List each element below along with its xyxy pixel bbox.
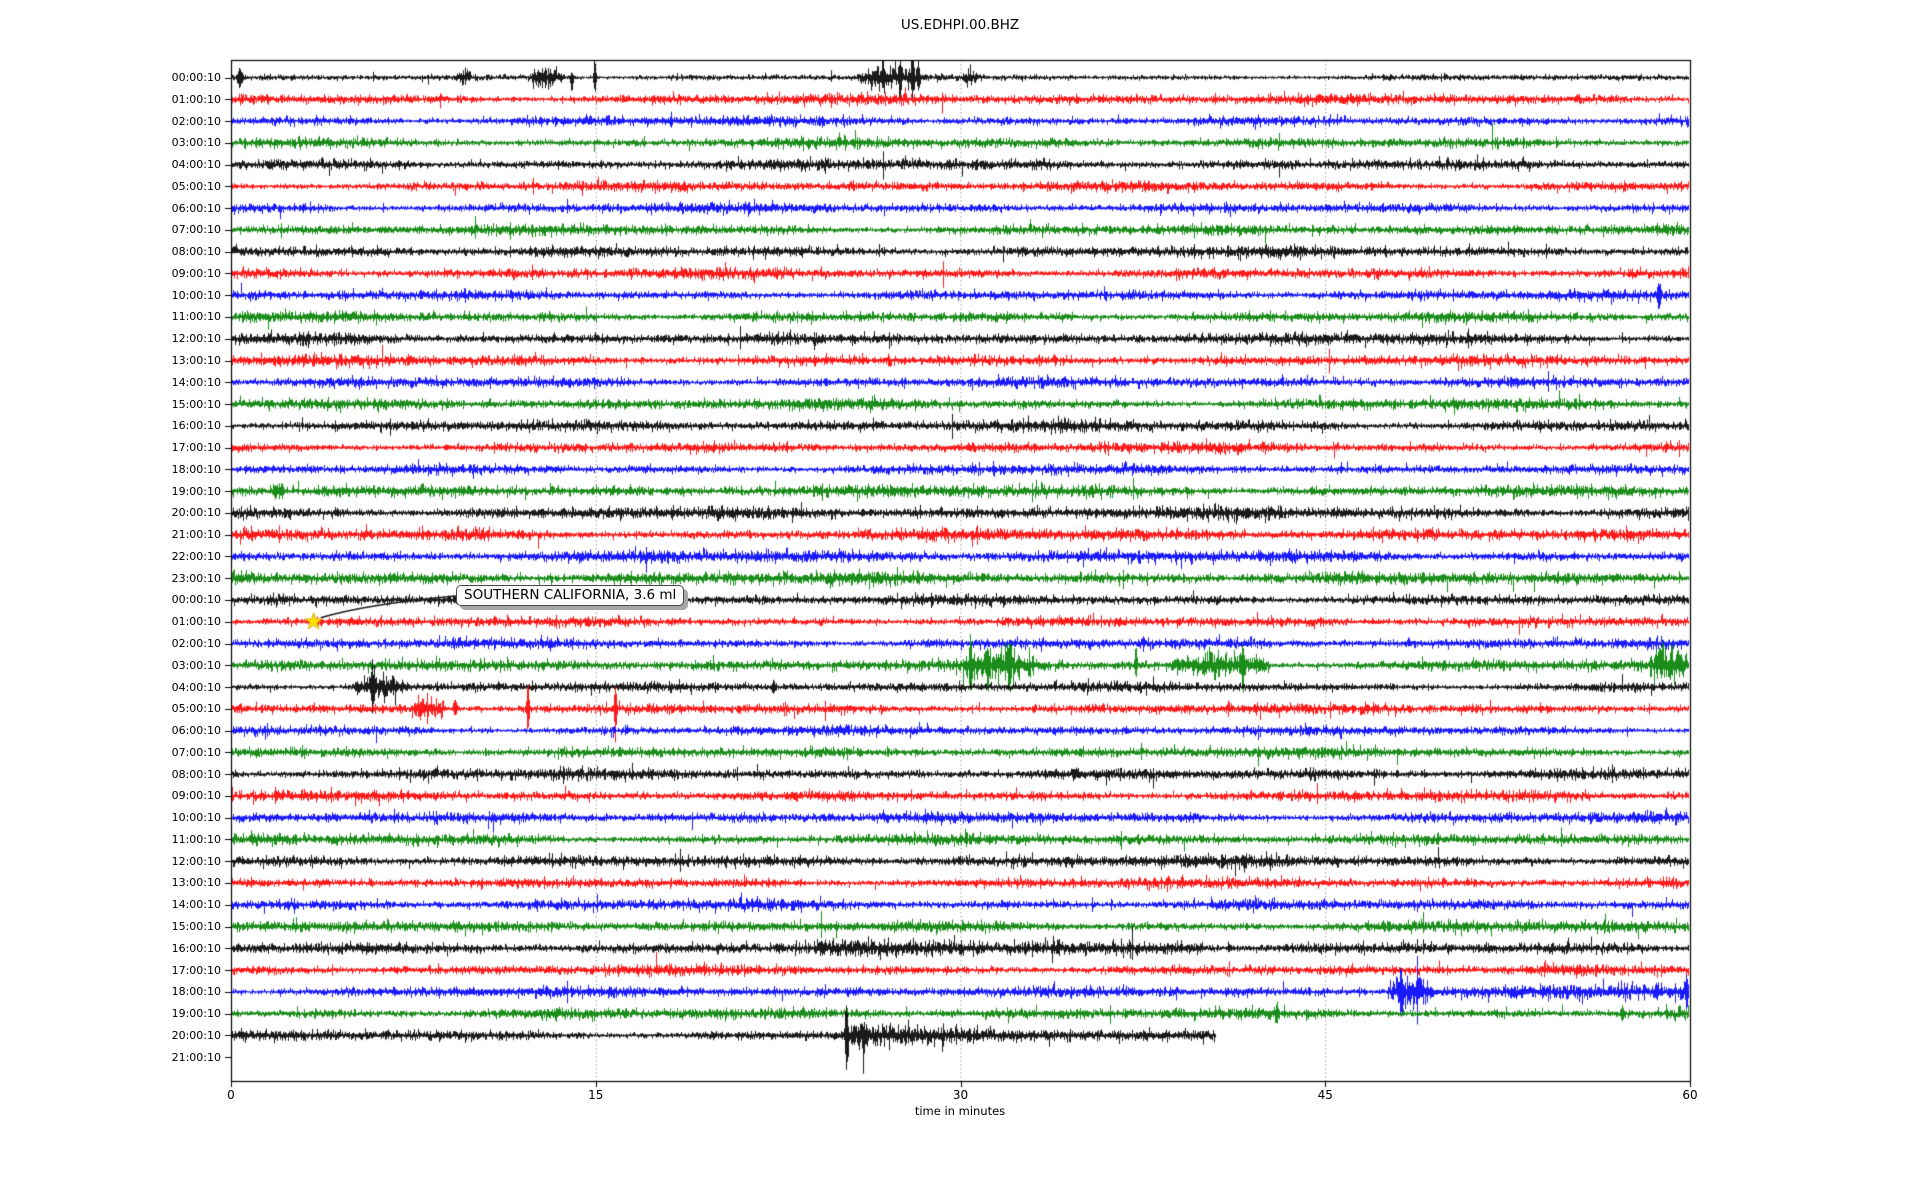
x-tick-label-30: 30	[952, 1088, 969, 1102]
row-label-25: 01:00:10	[171, 615, 221, 629]
x-tick-label-45: 45	[1317, 1088, 1333, 1102]
row-label-4: 04:00:10	[171, 158, 221, 172]
row-label-15: 15:00:10	[171, 397, 221, 411]
row-label-36: 12:00:10	[171, 854, 221, 868]
row-label-20: 20:00:10	[171, 506, 221, 520]
x-tick-label-15: 15	[588, 1088, 604, 1102]
row-label-26: 02:00:10	[171, 637, 221, 651]
x-axis-title: time in minutes	[914, 1104, 1006, 1118]
row-label-44: 20:00:10	[171, 1028, 221, 1042]
row-label-41: 17:00:10	[171, 963, 221, 977]
row-label-33: 09:00:10	[171, 789, 221, 803]
row-label-19: 19:00:10	[171, 484, 221, 498]
event-annotation-box: SOUTHERN CALIFORNIA, 3.6 ml	[456, 585, 685, 606]
row-label-16: 16:00:10	[171, 419, 221, 433]
row-label-39: 15:00:10	[171, 920, 221, 934]
row-label-3: 03:00:10	[171, 136, 221, 150]
row-label-14: 14:00:10	[171, 375, 221, 389]
row-label-34: 10:00:10	[171, 811, 221, 825]
x-tick-label-60: 60	[1682, 1088, 1698, 1102]
row-label-23: 23:00:10	[171, 571, 221, 585]
row-label-32: 08:00:10	[171, 767, 221, 781]
row-label-2: 02:00:10	[171, 114, 221, 128]
row-label-17: 17:00:10	[171, 441, 221, 455]
row-label-11: 11:00:10	[171, 310, 221, 324]
row-label-18: 18:00:10	[171, 462, 221, 476]
row-label-38: 14:00:10	[171, 898, 221, 912]
row-label-13: 13:00:10	[171, 354, 221, 367]
row-label-42: 18:00:10	[171, 985, 221, 999]
x-tick-label-0: 0	[227, 1088, 235, 1102]
row-label-43: 19:00:10	[171, 1007, 221, 1021]
row-label-8: 08:00:10	[171, 245, 221, 259]
row-label-37: 13:00:10	[171, 876, 221, 890]
row-label-22: 22:00:10	[171, 549, 221, 563]
row-label-0: 00:00:10	[171, 71, 221, 84]
row-label-30: 06:00:10	[171, 724, 221, 738]
row-label-21: 21:00:10	[171, 528, 221, 542]
row-label-24: 00:00:10	[171, 593, 221, 607]
row-label-45: 21:00:10	[171, 1050, 221, 1064]
row-label-6: 06:00:10	[171, 201, 221, 215]
row-label-10: 10:00:10	[171, 288, 221, 302]
row-label-7: 07:00:10	[171, 223, 221, 237]
row-label-1: 01:00:10	[171, 92, 221, 106]
row-label-9: 09:00:10	[171, 266, 221, 280]
row-label-28: 04:00:10	[171, 680, 221, 694]
row-label-27: 03:00:10	[171, 658, 221, 672]
row-label-12: 12:00:10	[171, 332, 221, 346]
row-label-35: 11:00:10	[171, 832, 221, 846]
row-label-29: 05:00:10	[171, 702, 221, 716]
row-label-31: 07:00:10	[171, 745, 221, 759]
row-label-40: 16:00:10	[171, 941, 221, 955]
row-label-5: 05:00:10	[171, 179, 221, 193]
chart-title: US.EDHPI.00.BHZ	[900, 17, 1020, 33]
event-annotation-text: SOUTHERN CALIFORNIA, 3.6 ml	[464, 587, 677, 603]
